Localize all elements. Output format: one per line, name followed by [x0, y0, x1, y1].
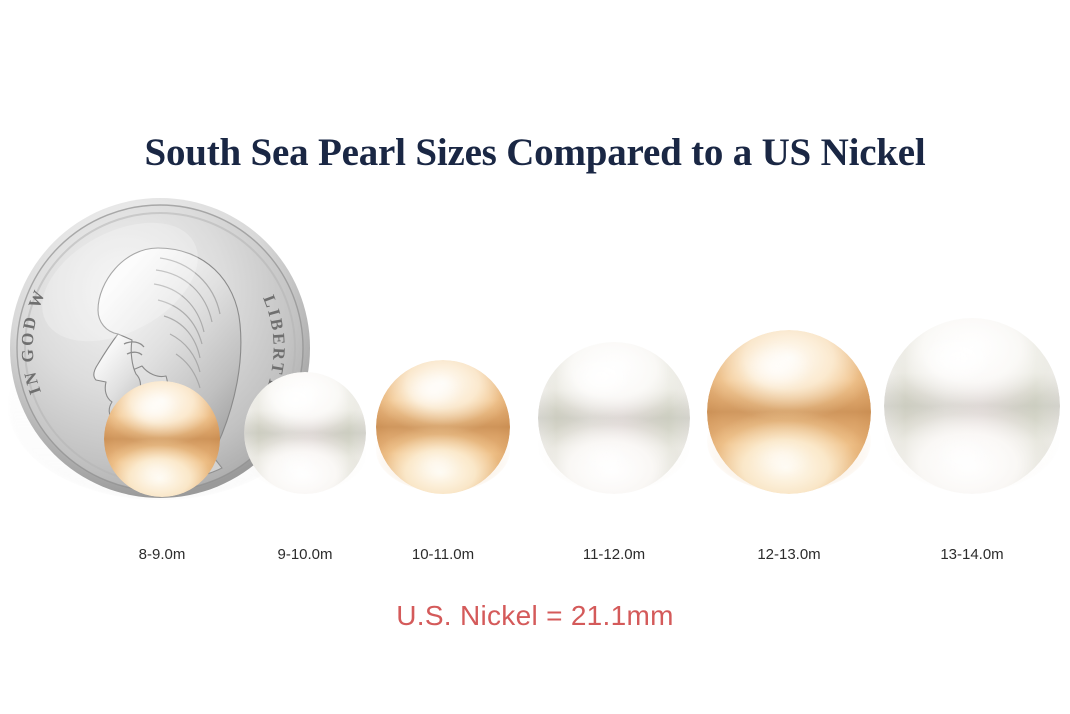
size-label: 12-13.0m — [757, 546, 821, 563]
us-nickel-coin: IN GOD WE TRUST LIBERTY — [8, 196, 312, 500]
nickel-size-footnote: U.S. Nickel = 21.1mm — [396, 600, 674, 631]
pearl-lower-highlight — [136, 459, 176, 484]
size-label: 10-11.0m — [411, 546, 475, 563]
pearl-lower-highlight — [278, 454, 320, 480]
pearl-lower-highlight — [413, 451, 460, 478]
pearl-lower-highlight — [580, 445, 633, 476]
pearl-specular-highlight — [129, 392, 176, 423]
pearl-lower-highlight — [933, 437, 994, 473]
pearl-specular-highlight — [571, 357, 633, 397]
size-label: 11-12.0m — [582, 546, 646, 563]
pearl-specular-highlight — [270, 384, 320, 416]
size-label: 9-10.0m — [277, 546, 333, 563]
pearl-specular-highlight — [922, 335, 994, 382]
pearl-12-13.0m — [707, 330, 871, 494]
pearl-8-9.0m — [104, 381, 220, 497]
pearl-11-12.0m — [538, 342, 690, 494]
pearl-10-11.0m — [376, 360, 510, 494]
pearl-specular-highlight — [405, 373, 460, 409]
pearl-9-10.0m — [244, 372, 366, 494]
size-label: 8-9.0m — [138, 546, 186, 563]
page-title: South Sea Pearl Sizes Compared to a US N… — [144, 131, 926, 175]
pearl-13-14.0m — [884, 318, 1060, 494]
size-label: 13-14.0m — [940, 546, 1004, 563]
pearl-specular-highlight — [743, 346, 809, 390]
pearl-lower-highlight — [752, 441, 809, 475]
